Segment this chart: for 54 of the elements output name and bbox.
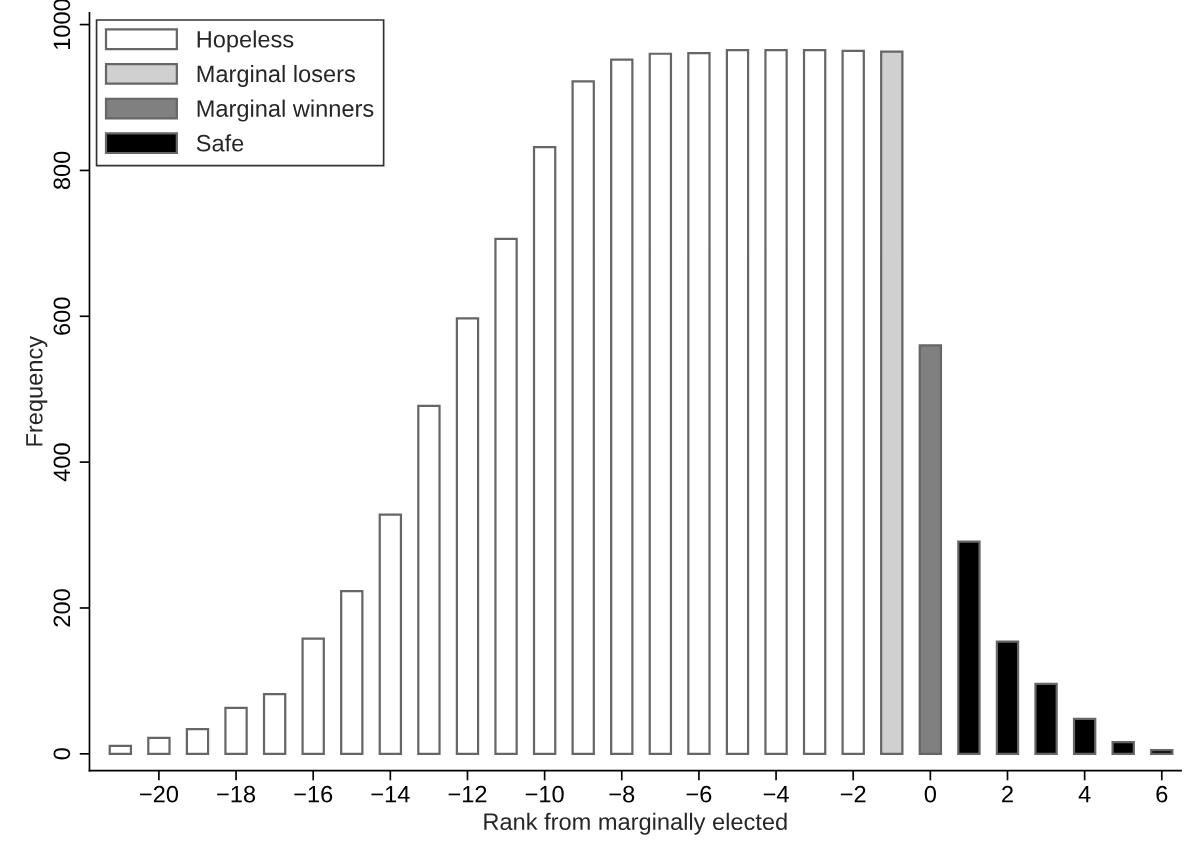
bar (378, 513, 403, 755)
y-tick-label: 800 (53, 151, 71, 190)
bar (455, 317, 480, 755)
y-tick-label: 600 (53, 297, 71, 335)
bar (995, 640, 1020, 755)
bar (224, 706, 248, 755)
x-tick-label: −2 (840, 785, 866, 803)
bar (340, 590, 364, 755)
x-tick-label: −10 (525, 785, 564, 803)
x-tick-label: −18 (217, 785, 256, 803)
bar (532, 145, 557, 755)
x-tick-label: 6 (1156, 785, 1168, 803)
x-tick-label: −8 (609, 785, 635, 803)
bar (918, 344, 943, 755)
bar (610, 58, 634, 755)
y-tick-label: 0 (53, 748, 71, 760)
legend-label: Marginal losers (197, 64, 355, 87)
bar (185, 727, 210, 755)
x-tick-label: 4 (1078, 786, 1091, 803)
x-tick-label: −16 (294, 785, 333, 803)
x-tick-label: −6 (686, 785, 712, 803)
x-tick-label: 0 (924, 785, 936, 803)
y-tick-label: 200 (53, 589, 71, 627)
bar (1072, 717, 1097, 755)
legend-label: Hopeless (197, 30, 294, 53)
bar (108, 744, 133, 755)
bar (1034, 682, 1058, 755)
bar (1150, 749, 1174, 755)
bar (494, 237, 518, 755)
y-axis-title: Frequency (26, 336, 48, 446)
legend-label: Marginal winners (197, 99, 374, 122)
bar (957, 540, 981, 755)
bar (687, 51, 711, 755)
x-tick-label: −12 (448, 785, 487, 803)
bar (147, 736, 171, 755)
bar (571, 80, 595, 755)
bar (262, 692, 287, 755)
y-tick-label: 400 (53, 443, 71, 482)
bar (1111, 741, 1135, 755)
bar (880, 50, 904, 755)
bar (725, 49, 750, 755)
bar (417, 404, 441, 755)
x-tick-label: −4 (763, 786, 789, 803)
bar (648, 52, 673, 755)
legend-label: Safe (196, 134, 244, 152)
x-axis-title: Rank from marginally elected (484, 812, 787, 835)
x-tick-label: −20 (140, 785, 179, 803)
bar (764, 49, 788, 755)
x-tick-label: 2 (1002, 785, 1013, 803)
bar (802, 49, 827, 755)
bar (301, 637, 325, 755)
bar (841, 49, 865, 755)
y-tick-label: 1000 (53, 0, 71, 50)
x-tick-label: −14 (371, 786, 410, 803)
